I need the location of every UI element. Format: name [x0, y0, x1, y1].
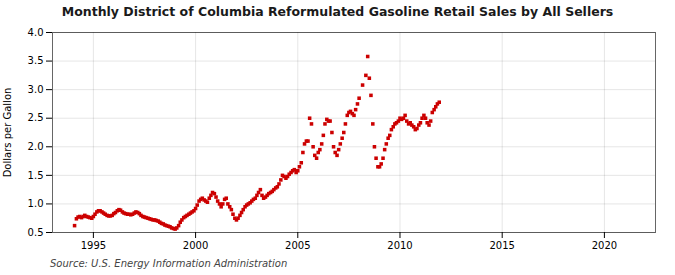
- svg-text:3.5: 3.5: [28, 55, 44, 66]
- svg-text:2005: 2005: [285, 240, 310, 251]
- svg-text:2.5: 2.5: [28, 112, 44, 123]
- svg-text:2.0: 2.0: [28, 141, 44, 152]
- html-text:Monthly District of Columbia R: Monthly District of Columbia Reformulate…: [61, 4, 614, 19]
- svg-text:2020: 2020: [592, 240, 617, 251]
- html-text:Source: U.S. Energy Informatio: Source: U.S. Energy Information Administ…: [50, 258, 288, 269]
- svg-text:Dollars per Gallon: Dollars per Gallon: [2, 88, 13, 178]
- svg-text:4.0: 4.0: [28, 27, 44, 38]
- svg-text:2015: 2015: [489, 240, 514, 251]
- svg-text:2000: 2000: [183, 240, 208, 251]
- svg-text:3.0: 3.0: [28, 84, 44, 95]
- svg-text:1.0: 1.0: [28, 198, 44, 209]
- svg-text:1.5: 1.5: [28, 170, 44, 181]
- svg-text:0.5: 0.5: [28, 227, 44, 238]
- svg-text:1995: 1995: [81, 240, 106, 251]
- svg-text:2010: 2010: [387, 240, 412, 251]
